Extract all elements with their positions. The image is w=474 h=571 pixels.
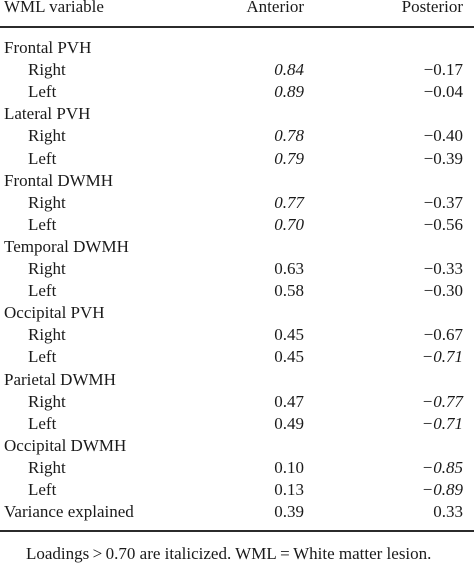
row-label: Right [28,457,66,477]
table-footnote: Loadings > 0.70 are italicized. WML = Wh… [26,544,432,563]
group-label: Parietal DWMH [4,369,116,389]
group-label: Lateral PVH [4,104,91,124]
table-group-row: Temporal DWMH [0,236,474,258]
anterior-value: 0.79 [274,148,304,168]
table-row: Right 0.63 −0.33 [0,258,474,280]
posterior-value: −0.71 [421,413,463,433]
anterior-value: 0.70 [274,214,304,234]
header-anterior: Anterior [246,0,304,16]
header-variable: WML variable [4,0,104,16]
row-label: Left [28,281,57,301]
table-group-row: Parietal DWMH [0,369,474,391]
table-row: Right 0.10 −0.85 [0,457,474,479]
table-row: Variance explained 0.39 0.33 [0,501,474,523]
posterior-value: 0.33 [433,502,463,522]
anterior-value: 0.47 [274,391,304,411]
table-group-row: Lateral PVH [0,103,474,125]
table-row: Left 0.79 −0.39 [0,148,474,170]
posterior-value: −0.37 [423,192,463,212]
table-row: Right 0.78 −0.40 [0,125,474,147]
posterior-value: −0.89 [421,480,463,499]
group-label: Frontal PVH [4,38,92,57]
table-group-row: Frontal DWMH [0,170,474,192]
posterior-value: −0.04 [423,82,463,102]
posterior-value: −0.67 [423,325,463,345]
table-row: Left 0.58 −0.30 [0,280,474,302]
table-group-row: Frontal PVH [0,37,474,59]
posterior-value: −0.30 [423,281,463,301]
anterior-value: 0.58 [274,281,304,301]
header-posterior: Posterior [401,0,463,16]
anterior-value: 0.45 [274,347,304,367]
header-rule [0,26,474,28]
anterior-value: 0.78 [274,126,304,146]
row-label: Right [28,325,66,345]
anterior-value: 0.89 [274,82,304,102]
anterior-value: 0.49 [274,413,304,433]
table-row: Right 0.84 −0.17 [0,59,474,81]
table-row: Left 0.13 −0.89 [0,479,474,501]
anterior-value: 0.13 [274,480,304,499]
row-label: Right [28,192,66,212]
anterior-value: 0.84 [274,60,304,80]
posterior-value: −0.17 [423,60,463,80]
row-label: Right [28,391,66,411]
row-label: Variance explained [4,502,134,522]
group-label: Occipital DWMH [4,435,127,455]
table-header: WML variable Anterior Posterior [0,0,474,18]
table-row: Left 0.45 −0.71 [0,346,474,368]
table-row: Right 0.47 −0.77 [0,391,474,413]
row-label: Right [28,126,66,146]
anterior-value: 0.39 [274,502,304,522]
table-row: Right 0.45 −0.67 [0,324,474,346]
posterior-value: −0.71 [421,347,463,367]
posterior-value: −0.33 [423,259,463,278]
posterior-value: −0.40 [423,126,463,146]
table-row: Left 0.70 −0.56 [0,214,474,236]
posterior-value: −0.56 [423,214,463,234]
bottom-rule [0,530,474,532]
row-label: Left [28,214,57,234]
row-label: Left [28,480,57,499]
table-group-row: Occipital PVH [0,302,474,324]
table-row: Left 0.89 −0.04 [0,81,474,103]
table-row: Left 0.49 −0.71 [0,413,474,435]
posterior-value: −0.85 [421,457,463,477]
group-label: Frontal DWMH [4,170,114,190]
anterior-value: 0.77 [274,192,304,212]
row-label: Left [28,82,57,102]
posterior-value: −0.39 [423,148,463,168]
anterior-value: 0.45 [274,325,304,345]
table-row: Right 0.77 −0.37 [0,192,474,214]
table-group-row: Occipital DWMH [0,435,474,457]
row-label: Left [28,148,57,168]
row-label: Right [28,60,66,80]
group-label: Temporal DWMH [4,236,129,256]
posterior-value: −0.77 [421,391,463,411]
row-label: Left [28,347,57,367]
anterior-value: 0.10 [274,457,304,477]
row-label: Right [28,259,66,278]
anterior-value: 0.63 [274,259,304,278]
row-label: Left [28,413,57,433]
group-label: Occipital PVH [4,303,105,323]
